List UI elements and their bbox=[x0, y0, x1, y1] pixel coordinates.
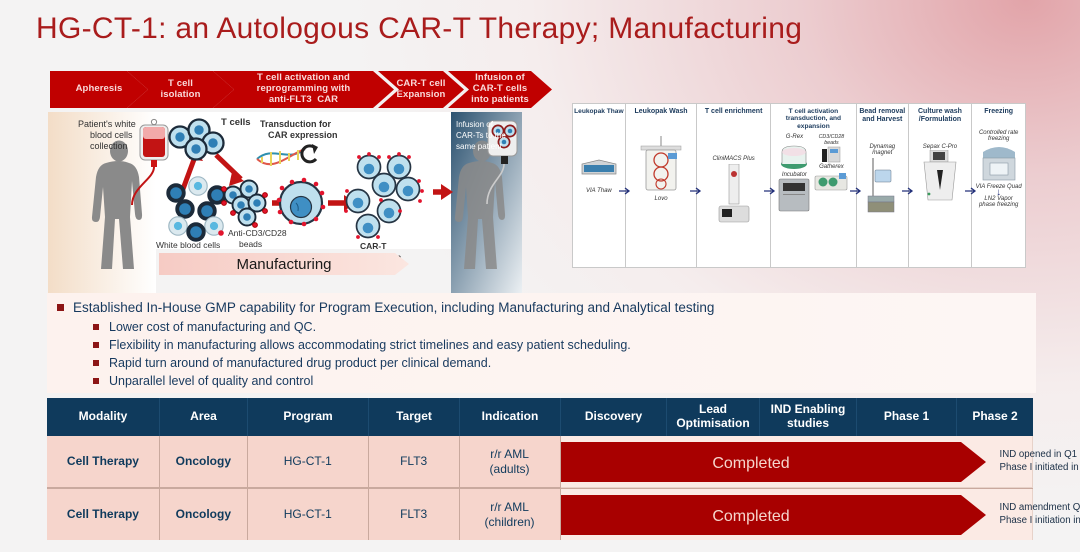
svg-text:same patient: same patient bbox=[456, 142, 503, 151]
svg-text:White blood cells: White blood cells bbox=[156, 240, 220, 250]
svg-text:blood cells: blood cells bbox=[90, 130, 133, 140]
svg-text:Infusion of: Infusion of bbox=[456, 120, 494, 129]
svg-text:collection: collection bbox=[90, 141, 128, 151]
svg-text:beads: beads bbox=[239, 239, 262, 249]
svg-text:CAR-Ts to the: CAR-Ts to the bbox=[456, 131, 506, 140]
svg-text:CAR-T: CAR-T bbox=[360, 241, 387, 251]
svg-text:Anti-CD3/CD28: Anti-CD3/CD28 bbox=[228, 228, 287, 238]
svg-text:Completed: Completed bbox=[712, 455, 789, 472]
svg-text:Completed: Completed bbox=[712, 508, 789, 525]
svg-text:Patient's white: Patient's white bbox=[78, 119, 136, 129]
svg-text:Transduction for: Transduction for bbox=[260, 119, 332, 129]
svg-text:T cells: T cells bbox=[221, 117, 251, 128]
svg-text:CAR expression: CAR expression bbox=[268, 130, 338, 140]
